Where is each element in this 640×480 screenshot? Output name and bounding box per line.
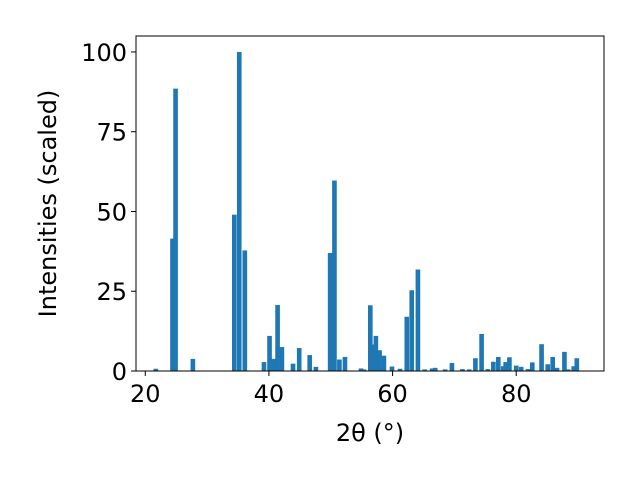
x-axis-label: 2θ (°) <box>336 419 404 447</box>
bar <box>574 358 580 371</box>
bar <box>307 355 313 371</box>
bar <box>236 51 242 371</box>
bar <box>242 250 248 371</box>
bar <box>415 269 421 371</box>
bar <box>381 355 387 371</box>
bar <box>562 351 567 371</box>
bar <box>539 344 544 371</box>
bar <box>571 366 577 371</box>
x-axis-ticks: 20 40 60 80 <box>130 371 531 408</box>
bar <box>529 362 535 371</box>
plot-frame <box>135 35 605 372</box>
bar <box>422 369 428 371</box>
bar <box>513 365 519 371</box>
bar <box>500 366 506 371</box>
x-tick-label: 80 <box>501 380 532 408</box>
bar <box>358 368 364 371</box>
bar <box>397 368 403 371</box>
y-tick-label: 75 <box>96 119 127 147</box>
bar <box>296 348 302 371</box>
bar <box>190 358 196 371</box>
bar <box>327 252 333 371</box>
bar <box>342 356 348 371</box>
bar <box>371 344 376 371</box>
bar <box>507 357 512 371</box>
bar <box>550 356 556 371</box>
bar <box>267 335 272 371</box>
bar <box>153 368 159 371</box>
y-axis-ticks: 0 25 50 75 100 <box>81 39 136 386</box>
bar <box>279 347 285 371</box>
bar <box>495 356 501 371</box>
bars-group <box>153 51 580 371</box>
bar <box>373 335 379 371</box>
bar <box>332 180 337 371</box>
bar <box>485 369 491 371</box>
bar <box>290 363 296 371</box>
bar <box>173 88 178 371</box>
bar <box>491 361 496 371</box>
bar <box>389 366 395 371</box>
bar <box>473 358 478 371</box>
y-tick-label: 25 <box>96 278 127 306</box>
bar <box>231 214 237 371</box>
bar <box>503 362 509 371</box>
bar <box>449 363 455 371</box>
bar <box>466 369 472 371</box>
bar <box>545 364 551 371</box>
bar <box>261 362 267 371</box>
y-tick-label: 50 <box>96 198 127 226</box>
bar <box>313 366 319 371</box>
bar <box>429 368 435 371</box>
bar <box>367 305 373 371</box>
bar <box>442 369 448 371</box>
bar <box>525 369 531 371</box>
bar <box>518 366 524 371</box>
y-axis-label: Intensities (scaled) <box>34 90 62 318</box>
bar <box>271 358 277 371</box>
x-tick-label: 60 <box>377 380 408 408</box>
y-tick-label: 0 <box>112 358 127 386</box>
bar <box>409 290 415 371</box>
bar <box>275 304 280 371</box>
bar <box>565 369 571 371</box>
bar <box>460 369 465 371</box>
bar <box>377 350 382 371</box>
bar <box>170 238 175 371</box>
y-tick-label: 100 <box>81 39 127 67</box>
bar <box>554 367 560 371</box>
bar <box>337 359 342 371</box>
x-tick-label: 40 <box>254 380 285 408</box>
bar <box>479 333 484 371</box>
bar <box>404 316 410 371</box>
bar <box>361 369 367 371</box>
x-tick-label: 20 <box>130 380 161 408</box>
bar <box>432 367 438 371</box>
